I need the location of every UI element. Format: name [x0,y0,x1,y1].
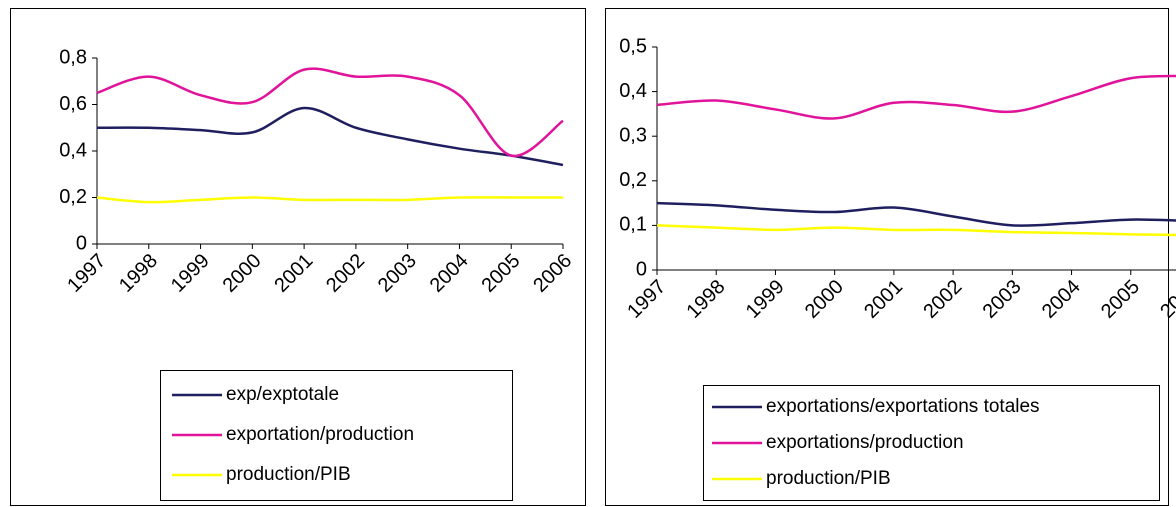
legend-label: production/PIB [766,468,891,489]
y-tick-label: 0,5 [619,35,647,57]
x-tick-label: 2001 [270,250,317,297]
series-line [96,196,563,204]
x-tick-label: 1998 [682,276,729,323]
x-tick-label: 2005 [1097,276,1144,323]
series-line [656,224,1176,237]
legend-label: exportations/exportations totales [766,396,1040,417]
x-tick-label: 2000 [801,276,848,323]
x-tick-label: 2004 [426,250,473,297]
x-tick-label: 2002 [919,276,966,323]
x-tick-label: 2003 [979,276,1026,323]
series-line [656,201,1176,227]
y-tick-label: 0,3 [619,124,647,146]
x-tick-label: 1999 [742,276,789,323]
y-tick-label: 0 [76,232,87,254]
legend-box [160,370,513,501]
y-tick-label: 0,8 [59,46,87,68]
legend-label: exportation/production [226,424,414,445]
y-tick-label: 0,2 [619,169,647,191]
y-tick-label: 0,4 [59,139,87,161]
y-tick-label: 0 [636,258,647,280]
x-tick-label: 1997 [63,250,110,297]
x-tick-label: 1998 [115,250,162,297]
y-tick-label: 0,4 [619,80,647,102]
x-tick-label: 2002 [322,250,369,297]
chart-frame [605,8,1169,506]
series-line [96,67,564,158]
y-tick-label: 0,1 [619,214,647,236]
legend-label: exp/exptotale [226,384,339,405]
x-tick-label: 2003 [374,250,421,297]
legend-label: production/PIB [226,464,351,485]
x-tick-label: 2005 [477,250,524,297]
series-line [656,74,1176,120]
chart-frame [10,8,586,506]
series-line [96,106,564,167]
x-tick-label: 2006 [1156,276,1176,323]
y-tick-label: 0,6 [59,93,87,115]
x-tick-label: 2004 [1038,276,1085,323]
x-tick-label: 2006 [529,250,576,297]
x-tick-label: 2000 [219,250,266,297]
legend-box [703,385,1160,501]
x-tick-label: 1997 [623,276,670,323]
legend-label: exportations/production [766,432,964,453]
x-tick-label: 1999 [167,250,214,297]
x-tick-label: 2001 [860,276,907,323]
y-tick-label: 0,2 [59,186,87,208]
